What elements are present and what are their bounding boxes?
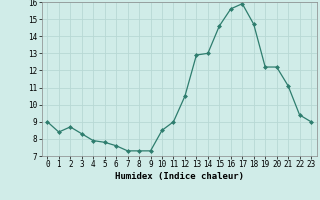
X-axis label: Humidex (Indice chaleur): Humidex (Indice chaleur): [115, 172, 244, 181]
